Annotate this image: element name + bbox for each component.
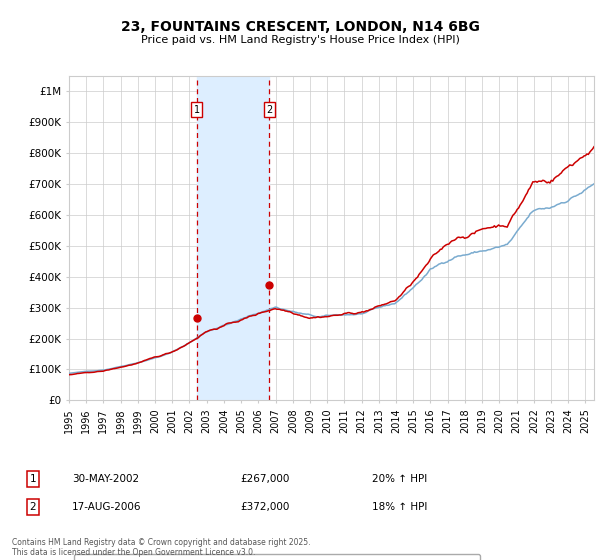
Text: 2: 2 bbox=[29, 502, 37, 512]
Bar bbox=[197, 76, 269, 400]
Legend: 23, FOUNTAINS CRESCENT, LONDON, N14 6BG (semi-detached house), HPI: Average pric: 23, FOUNTAINS CRESCENT, LONDON, N14 6BG … bbox=[74, 554, 480, 560]
Text: 23, FOUNTAINS CRESCENT, LONDON, N14 6BG: 23, FOUNTAINS CRESCENT, LONDON, N14 6BG bbox=[121, 20, 479, 34]
Text: 18% ↑ HPI: 18% ↑ HPI bbox=[372, 502, 427, 512]
Text: Contains HM Land Registry data © Crown copyright and database right 2025.
This d: Contains HM Land Registry data © Crown c… bbox=[12, 538, 311, 557]
Text: 1: 1 bbox=[193, 105, 200, 115]
Text: 30-MAY-2002: 30-MAY-2002 bbox=[72, 474, 139, 484]
Text: 1: 1 bbox=[29, 474, 37, 484]
Text: £372,000: £372,000 bbox=[240, 502, 289, 512]
Text: 17-AUG-2006: 17-AUG-2006 bbox=[72, 502, 142, 512]
Text: 2: 2 bbox=[266, 105, 272, 115]
Text: £267,000: £267,000 bbox=[240, 474, 289, 484]
Text: Price paid vs. HM Land Registry's House Price Index (HPI): Price paid vs. HM Land Registry's House … bbox=[140, 35, 460, 45]
Text: 20% ↑ HPI: 20% ↑ HPI bbox=[372, 474, 427, 484]
